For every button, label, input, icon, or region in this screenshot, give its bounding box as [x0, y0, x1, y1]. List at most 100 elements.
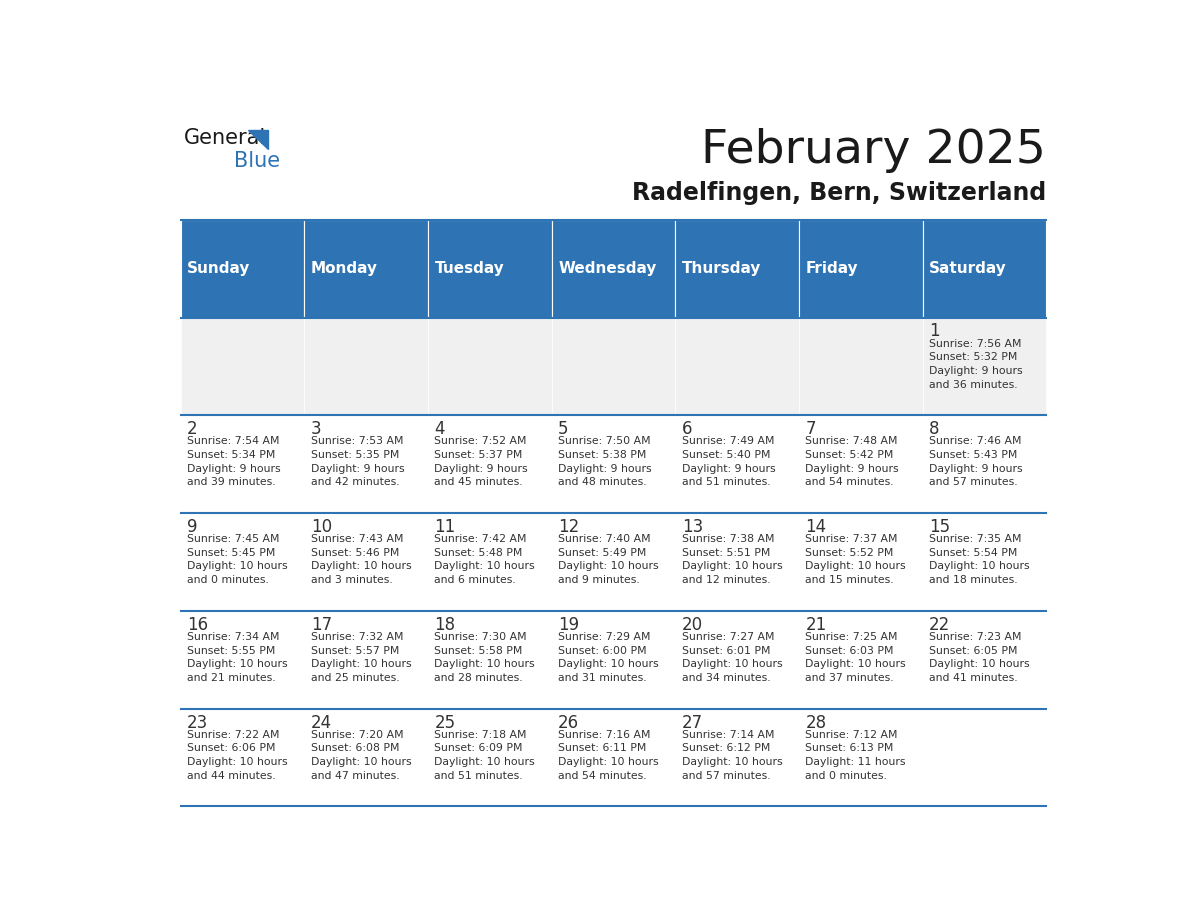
Text: General: General — [183, 128, 266, 148]
Bar — [798, 415, 923, 513]
Text: 28: 28 — [805, 713, 827, 732]
Bar — [551, 513, 675, 610]
Bar — [428, 513, 551, 610]
Text: 14: 14 — [805, 518, 827, 536]
Text: Saturday: Saturday — [929, 261, 1006, 276]
Text: Sunrise: 7:45 AM
Sunset: 5:45 PM
Daylight: 10 hours
and 0 minutes.: Sunrise: 7:45 AM Sunset: 5:45 PM Dayligh… — [188, 534, 287, 585]
Text: Sunday: Sunday — [188, 261, 251, 276]
Text: Sunrise: 7:43 AM
Sunset: 5:46 PM
Daylight: 10 hours
and 3 minutes.: Sunrise: 7:43 AM Sunset: 5:46 PM Dayligh… — [311, 534, 411, 585]
Text: 8: 8 — [929, 420, 940, 438]
Text: 5: 5 — [558, 420, 569, 438]
Text: 6: 6 — [682, 420, 693, 438]
Text: 25: 25 — [435, 713, 455, 732]
Bar — [551, 709, 675, 806]
Bar — [304, 610, 428, 709]
Text: 4: 4 — [435, 420, 446, 438]
Bar — [798, 318, 923, 415]
Bar — [181, 513, 304, 610]
Text: Sunrise: 7:53 AM
Sunset: 5:35 PM
Daylight: 9 hours
and 42 minutes.: Sunrise: 7:53 AM Sunset: 5:35 PM Dayligh… — [311, 436, 404, 487]
Bar — [798, 513, 923, 610]
Bar — [304, 219, 428, 318]
Text: Sunrise: 7:14 AM
Sunset: 6:12 PM
Daylight: 10 hours
and 57 minutes.: Sunrise: 7:14 AM Sunset: 6:12 PM Dayligh… — [682, 730, 783, 780]
Text: 2: 2 — [188, 420, 197, 438]
Text: Sunrise: 7:42 AM
Sunset: 5:48 PM
Daylight: 10 hours
and 6 minutes.: Sunrise: 7:42 AM Sunset: 5:48 PM Dayligh… — [435, 534, 535, 585]
Bar — [923, 219, 1047, 318]
Text: Wednesday: Wednesday — [558, 261, 657, 276]
Text: Blue: Blue — [234, 151, 280, 171]
Bar — [428, 610, 551, 709]
Bar — [304, 415, 428, 513]
Text: 13: 13 — [682, 518, 703, 536]
Bar — [798, 219, 923, 318]
Bar — [923, 415, 1047, 513]
Text: Sunrise: 7:12 AM
Sunset: 6:13 PM
Daylight: 11 hours
and 0 minutes.: Sunrise: 7:12 AM Sunset: 6:13 PM Dayligh… — [805, 730, 906, 780]
Bar — [798, 610, 923, 709]
Text: 26: 26 — [558, 713, 580, 732]
Text: Sunrise: 7:25 AM
Sunset: 6:03 PM
Daylight: 10 hours
and 37 minutes.: Sunrise: 7:25 AM Sunset: 6:03 PM Dayligh… — [805, 633, 906, 683]
Text: February 2025: February 2025 — [701, 128, 1047, 173]
Bar — [181, 318, 304, 415]
Text: Sunrise: 7:49 AM
Sunset: 5:40 PM
Daylight: 9 hours
and 51 minutes.: Sunrise: 7:49 AM Sunset: 5:40 PM Dayligh… — [682, 436, 776, 487]
Text: Friday: Friday — [805, 261, 858, 276]
Text: Monday: Monday — [311, 261, 378, 276]
Text: Sunrise: 7:34 AM
Sunset: 5:55 PM
Daylight: 10 hours
and 21 minutes.: Sunrise: 7:34 AM Sunset: 5:55 PM Dayligh… — [188, 633, 287, 683]
Text: Sunrise: 7:37 AM
Sunset: 5:52 PM
Daylight: 10 hours
and 15 minutes.: Sunrise: 7:37 AM Sunset: 5:52 PM Dayligh… — [805, 534, 906, 585]
Bar — [551, 318, 675, 415]
Text: Thursday: Thursday — [682, 261, 762, 276]
Bar — [923, 610, 1047, 709]
Text: Sunrise: 7:18 AM
Sunset: 6:09 PM
Daylight: 10 hours
and 51 minutes.: Sunrise: 7:18 AM Sunset: 6:09 PM Dayligh… — [435, 730, 535, 780]
Text: 19: 19 — [558, 616, 580, 633]
Bar — [428, 415, 551, 513]
Text: 12: 12 — [558, 518, 580, 536]
Text: 23: 23 — [188, 713, 208, 732]
Text: Sunrise: 7:27 AM
Sunset: 6:01 PM
Daylight: 10 hours
and 34 minutes.: Sunrise: 7:27 AM Sunset: 6:01 PM Dayligh… — [682, 633, 783, 683]
Text: 27: 27 — [682, 713, 703, 732]
Text: 1: 1 — [929, 322, 940, 341]
Bar — [551, 415, 675, 513]
Bar — [675, 318, 798, 415]
Text: 10: 10 — [311, 518, 331, 536]
Text: Sunrise: 7:22 AM
Sunset: 6:06 PM
Daylight: 10 hours
and 44 minutes.: Sunrise: 7:22 AM Sunset: 6:06 PM Dayligh… — [188, 730, 287, 780]
Text: Sunrise: 7:23 AM
Sunset: 6:05 PM
Daylight: 10 hours
and 41 minutes.: Sunrise: 7:23 AM Sunset: 6:05 PM Dayligh… — [929, 633, 1030, 683]
Text: Sunrise: 7:30 AM
Sunset: 5:58 PM
Daylight: 10 hours
and 28 minutes.: Sunrise: 7:30 AM Sunset: 5:58 PM Dayligh… — [435, 633, 535, 683]
Bar — [304, 318, 428, 415]
Text: Sunrise: 7:38 AM
Sunset: 5:51 PM
Daylight: 10 hours
and 12 minutes.: Sunrise: 7:38 AM Sunset: 5:51 PM Dayligh… — [682, 534, 783, 585]
Text: 16: 16 — [188, 616, 208, 633]
Bar — [181, 219, 304, 318]
Text: Sunrise: 7:35 AM
Sunset: 5:54 PM
Daylight: 10 hours
and 18 minutes.: Sunrise: 7:35 AM Sunset: 5:54 PM Dayligh… — [929, 534, 1030, 585]
Text: Tuesday: Tuesday — [435, 261, 504, 276]
Bar — [923, 709, 1047, 806]
Text: Sunrise: 7:56 AM
Sunset: 5:32 PM
Daylight: 9 hours
and 36 minutes.: Sunrise: 7:56 AM Sunset: 5:32 PM Dayligh… — [929, 339, 1023, 389]
Bar — [181, 415, 304, 513]
Text: 20: 20 — [682, 616, 703, 633]
Text: 18: 18 — [435, 616, 455, 633]
Text: Sunrise: 7:50 AM
Sunset: 5:38 PM
Daylight: 9 hours
and 48 minutes.: Sunrise: 7:50 AM Sunset: 5:38 PM Dayligh… — [558, 436, 652, 487]
Bar — [675, 610, 798, 709]
Text: Radelfingen, Bern, Switzerland: Radelfingen, Bern, Switzerland — [632, 181, 1047, 205]
Bar — [181, 610, 304, 709]
Text: 21: 21 — [805, 616, 827, 633]
Bar — [798, 709, 923, 806]
Bar — [675, 219, 798, 318]
Bar — [181, 709, 304, 806]
Bar — [675, 415, 798, 513]
Text: Sunrise: 7:52 AM
Sunset: 5:37 PM
Daylight: 9 hours
and 45 minutes.: Sunrise: 7:52 AM Sunset: 5:37 PM Dayligh… — [435, 436, 529, 487]
Polygon shape — [248, 130, 268, 149]
Bar — [675, 513, 798, 610]
Text: 3: 3 — [311, 420, 322, 438]
Text: Sunrise: 7:48 AM
Sunset: 5:42 PM
Daylight: 9 hours
and 54 minutes.: Sunrise: 7:48 AM Sunset: 5:42 PM Dayligh… — [805, 436, 899, 487]
Bar — [428, 709, 551, 806]
Bar — [923, 318, 1047, 415]
Text: Sunrise: 7:40 AM
Sunset: 5:49 PM
Daylight: 10 hours
and 9 minutes.: Sunrise: 7:40 AM Sunset: 5:49 PM Dayligh… — [558, 534, 658, 585]
Text: 15: 15 — [929, 518, 950, 536]
Bar — [428, 219, 551, 318]
Text: 24: 24 — [311, 713, 331, 732]
Text: 17: 17 — [311, 616, 331, 633]
Bar — [304, 513, 428, 610]
Text: 9: 9 — [188, 518, 197, 536]
Bar — [923, 513, 1047, 610]
Text: Sunrise: 7:54 AM
Sunset: 5:34 PM
Daylight: 9 hours
and 39 minutes.: Sunrise: 7:54 AM Sunset: 5:34 PM Dayligh… — [188, 436, 280, 487]
Text: Sunrise: 7:46 AM
Sunset: 5:43 PM
Daylight: 9 hours
and 57 minutes.: Sunrise: 7:46 AM Sunset: 5:43 PM Dayligh… — [929, 436, 1023, 487]
Bar — [551, 610, 675, 709]
Bar — [551, 219, 675, 318]
